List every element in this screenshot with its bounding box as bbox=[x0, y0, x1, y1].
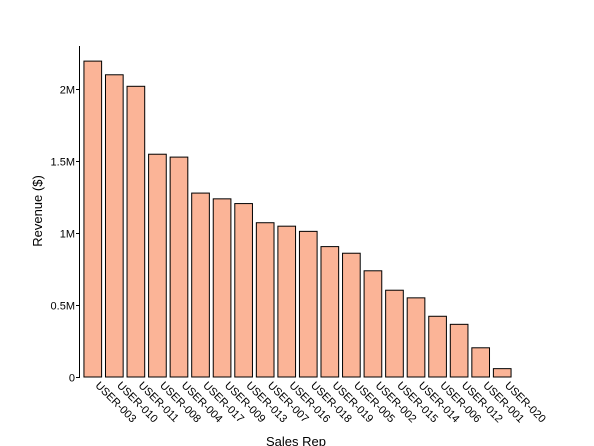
bar-user-005 bbox=[342, 252, 361, 378]
bar-user-017 bbox=[191, 192, 210, 378]
bar-user-001 bbox=[471, 347, 491, 378]
x-axis-title: Sales Rep bbox=[266, 434, 326, 446]
y-axis-title: Revenue ($) bbox=[30, 175, 45, 247]
bar-user-002 bbox=[363, 270, 383, 378]
bar-user-014 bbox=[406, 297, 426, 378]
bar-user-018 bbox=[298, 230, 318, 378]
bar-user-009 bbox=[212, 198, 232, 378]
bar-user-013 bbox=[234, 203, 253, 378]
bar-user-004 bbox=[169, 156, 189, 378]
y-tick-label: 1M bbox=[60, 229, 75, 241]
y-tick-label: 2M bbox=[60, 85, 75, 97]
bar-user-012 bbox=[449, 323, 469, 378]
x-axis: USER-003USER-010USER-011USER-008USER-004… bbox=[93, 380, 548, 426]
bar-user-006 bbox=[428, 315, 447, 378]
bar-user-016 bbox=[277, 225, 297, 378]
bar-user-010 bbox=[104, 74, 124, 378]
bar-user-003 bbox=[83, 60, 103, 378]
bar-user-015 bbox=[385, 289, 404, 378]
bar-user-020 bbox=[492, 368, 512, 378]
bars bbox=[83, 60, 512, 378]
y-tick-label: 0.5M bbox=[51, 301, 75, 313]
y-tick-label: 1.5M bbox=[51, 157, 75, 169]
bar-user-008 bbox=[148, 153, 167, 378]
y-axis: 0 0.5M 1M 1.5M 2M bbox=[51, 46, 80, 385]
bar-user-007 bbox=[255, 222, 275, 378]
bar-user-011 bbox=[126, 85, 146, 378]
bar-user-019 bbox=[320, 246, 340, 378]
y-tick-label: 0 bbox=[69, 373, 75, 385]
